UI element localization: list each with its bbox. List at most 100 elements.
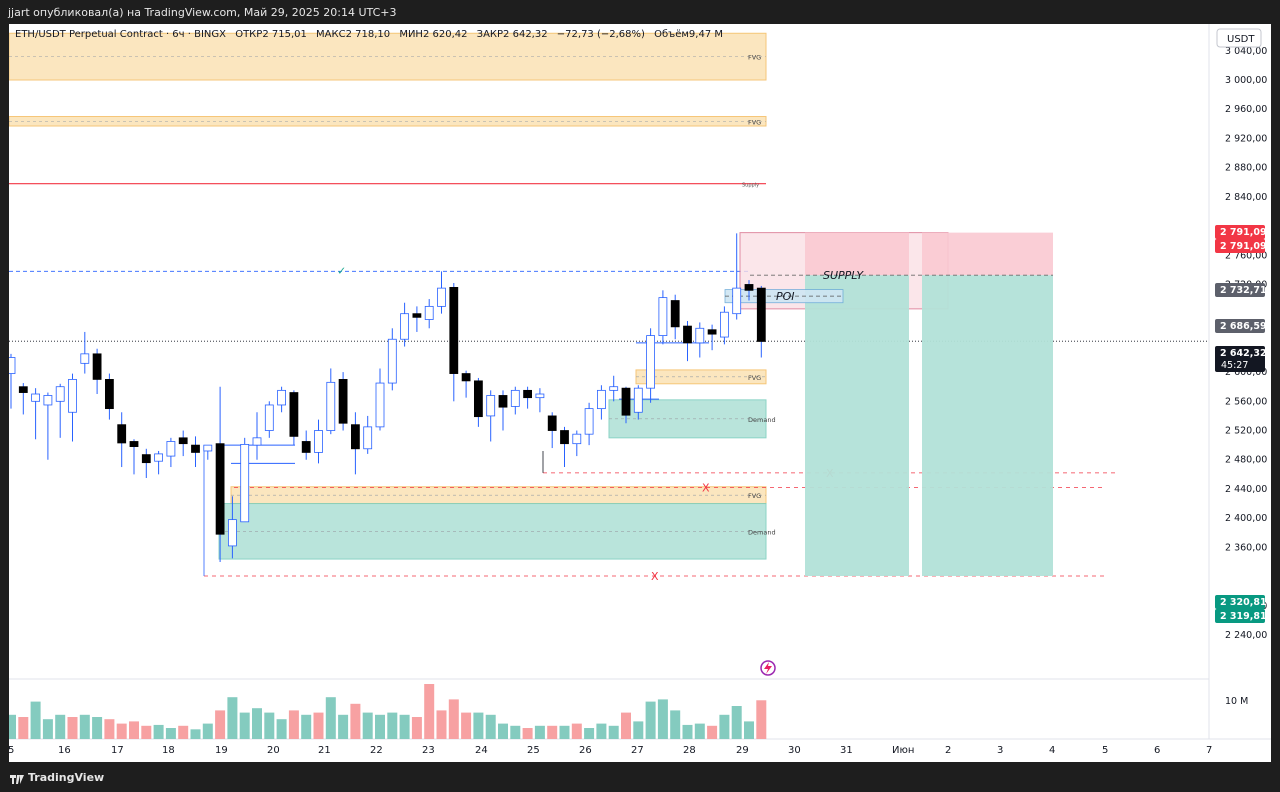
candle-body[interactable] [658,297,668,336]
candle-body[interactable] [43,395,53,406]
time-tick-label: 20 [267,745,280,756]
candle-body[interactable] [252,437,262,446]
price-axis[interactable] [1209,24,1271,762]
tradingview-logo[interactable]: TradingView [10,771,104,784]
candle-body[interactable] [732,287,742,315]
candle-body[interactable] [363,426,373,450]
candle-body[interactable] [375,382,385,428]
candle-body[interactable] [326,381,336,431]
price-tick-label: 2 880,00 [1225,163,1267,174]
candle-body[interactable] [486,395,496,417]
volume-bar [313,712,324,739]
candle-body[interactable] [720,311,729,338]
candle-body[interactable] [203,444,213,452]
candle-body[interactable] [178,437,188,445]
candle-body[interactable] [166,441,176,457]
legend-symbol[interactable]: ETH/USDT Perpetual Contract · 6ч · BINGX [15,29,227,40]
time-tick-label: 30 [788,745,801,756]
candle-body[interactable] [31,393,41,402]
candle-body[interactable] [584,408,594,435]
currency-button[interactable] [1216,28,1262,48]
candle-body[interactable] [756,287,766,342]
candle-body[interactable] [289,392,299,437]
candle-body[interactable] [695,327,705,344]
candle-body[interactable] [80,353,90,364]
candle-body[interactable] [350,424,360,450]
volume-bar [682,724,693,739]
candle-body[interactable] [129,441,139,447]
volume-bar [104,719,115,739]
volume-bar [288,710,299,739]
candle-body[interactable] [683,325,692,344]
volume-bar [30,701,41,739]
candle-body[interactable] [18,386,28,393]
candle-body[interactable] [240,444,250,523]
time-tick-label: 7 [1206,745,1212,756]
candle-body[interactable] [646,335,655,389]
price-tick-label: 2 440,00 [1225,484,1267,495]
target-zone-2 [922,275,1053,576]
volume-bar [547,725,558,739]
candle-body[interactable] [301,441,311,453]
lightning-icon[interactable] [760,660,776,676]
time-tick-label: 21 [318,745,331,756]
candle-body[interactable] [55,386,65,402]
candle-body[interactable] [424,305,434,320]
candle-body[interactable] [670,300,680,328]
price-chart[interactable]: 3 040,00 3 000,00 2 960,00 2 920,00 2 880,00… [9,24,1271,762]
candle-body[interactable] [400,313,410,340]
volume-bar [190,729,201,739]
candle-body[interactable] [744,284,754,291]
price-label-box [1215,225,1265,239]
candle-body[interactable] [277,389,287,406]
fvg-zone-lower-label: FVG [748,492,761,500]
volume-bar [42,719,53,739]
candle-body[interactable] [387,338,397,384]
lightning-bolt-icon [764,662,772,674]
candle-body[interactable] [338,379,348,424]
candle-body[interactable] [523,389,532,399]
candle-body[interactable] [9,357,16,374]
candle-body[interactable] [498,395,508,408]
volume-bar [178,725,189,739]
volume-bar [608,725,619,739]
candle-body[interactable] [560,430,569,445]
volume-bar [596,723,607,739]
price-tick-label: 2 960,00 [1225,104,1267,115]
candle-body[interactable] [510,389,520,407]
candle-body[interactable] [117,424,127,444]
time-tick-label: 22 [370,745,383,756]
candle-body[interactable] [449,286,459,374]
candle-body[interactable] [437,287,446,307]
x-mark-2: X [702,481,710,494]
volume-bar [657,699,668,739]
candle-body[interactable] [707,329,717,335]
candle-body[interactable] [412,313,422,318]
price-tick-label: 2 400,00 [1225,513,1267,524]
candle-body[interactable] [105,379,114,410]
candle-body[interactable] [597,389,606,410]
candle-body[interactable] [215,443,225,535]
candle-body[interactable] [473,380,483,418]
candle-body[interactable] [141,454,151,464]
candle-body[interactable] [461,373,471,382]
candle-body[interactable] [633,387,643,413]
candle-body[interactable] [191,444,200,453]
candle-body[interactable] [609,386,619,391]
candle-body[interactable] [92,353,102,380]
candle-body[interactable] [264,404,274,431]
candle-body[interactable] [621,387,631,416]
candle-body[interactable] [314,430,323,453]
legend-volume: Объём9,47 M [654,29,723,40]
volume-bar [202,723,213,739]
price-label: 2 791,09 [1220,227,1267,238]
candle-body[interactable] [535,393,545,399]
candle-body[interactable] [227,519,237,547]
candle-body[interactable] [547,415,557,431]
candle-body[interactable] [572,433,582,445]
candle-body[interactable] [68,379,77,413]
candle-body[interactable] [154,453,164,462]
volume-bar [559,725,570,739]
chart-panel[interactable]: 3 040,00 3 000,00 2 960,00 2 920,00 2 880,00… [9,24,1271,762]
legend-open: ОТКР2 715,01 [235,29,307,40]
